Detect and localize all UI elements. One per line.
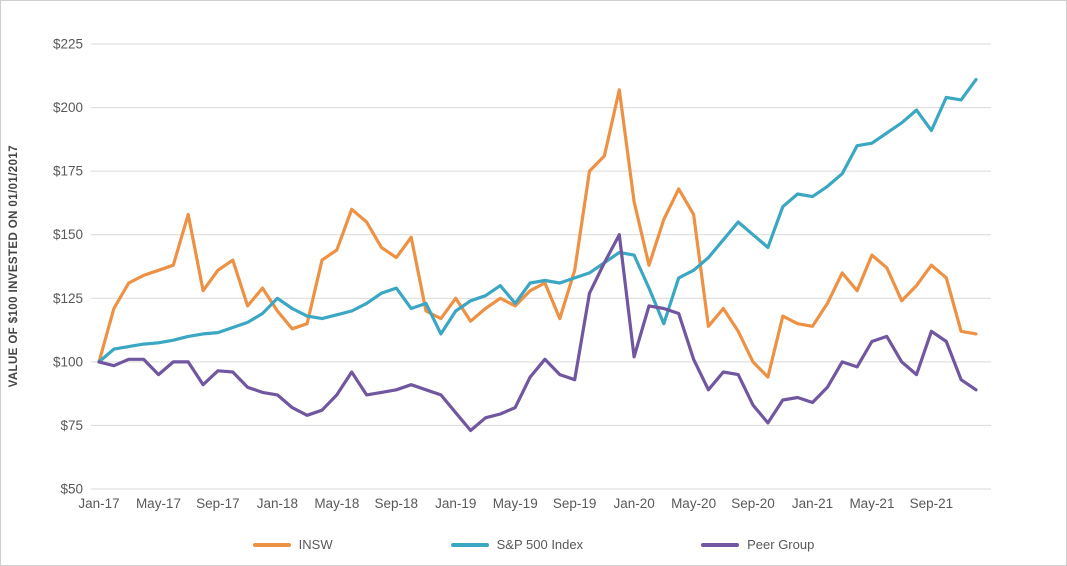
series-line-1: [97, 77, 978, 364]
x-tick-label-Jan-21: Jan-21: [792, 496, 833, 511]
x-tick-label-Sep-19: Sep-19: [553, 496, 597, 511]
y-tick-label-75: $75: [60, 418, 83, 433]
legend-item-peer-group: Peer Group: [701, 537, 814, 552]
x-tick-label-Sep-21: Sep-21: [910, 496, 954, 511]
chart-legend: INSW S&P 500 Index Peer Group: [1, 537, 1066, 552]
x-tick-label-Jan-18: Jan-18: [257, 496, 298, 511]
y-tick-label-200: $200: [53, 100, 83, 115]
series-line-0: [97, 88, 978, 379]
x-tick-label-May-17: May-17: [136, 496, 181, 511]
legend-label-insw: INSW: [298, 537, 333, 552]
legend-item-insw: INSW: [252, 537, 333, 552]
y-tick-label-175: $175: [53, 164, 83, 179]
legend-label-sp500: S&P 500 Index: [496, 537, 584, 552]
x-tick-label-Jan-20: Jan-20: [613, 496, 654, 511]
x-tick-label-Sep-20: Sep-20: [731, 496, 775, 511]
sp500-line-swatch: [450, 542, 489, 547]
peer-group-line-swatch: [701, 542, 740, 547]
y-tick-label-125: $125: [53, 291, 83, 306]
x-tick-label-May-21: May-21: [849, 496, 894, 511]
y-tick-label-100: $100: [53, 354, 83, 369]
x-tick-label-Sep-17: Sep-17: [196, 496, 240, 511]
insw-line-swatch: [252, 542, 291, 547]
legend-label-peer-group: Peer Group: [747, 537, 815, 552]
x-tick-label-May-19: May-19: [493, 496, 538, 511]
x-tick-label-Jan-17: Jan-17: [78, 496, 119, 511]
x-tick-label-Jan-19: Jan-19: [435, 496, 476, 511]
y-tick-label-150: $150: [53, 227, 83, 242]
legend-item-sp500: S&P 500 Index: [450, 537, 584, 552]
series-line-2: [97, 233, 978, 433]
x-tick-label-May-18: May-18: [314, 496, 359, 511]
y-tick-label-225: $225: [53, 37, 83, 52]
y-tick-label-50: $50: [60, 482, 83, 497]
x-tick-label-Sep-18: Sep-18: [375, 496, 419, 511]
x-tick-label-May-20: May-20: [671, 496, 716, 511]
